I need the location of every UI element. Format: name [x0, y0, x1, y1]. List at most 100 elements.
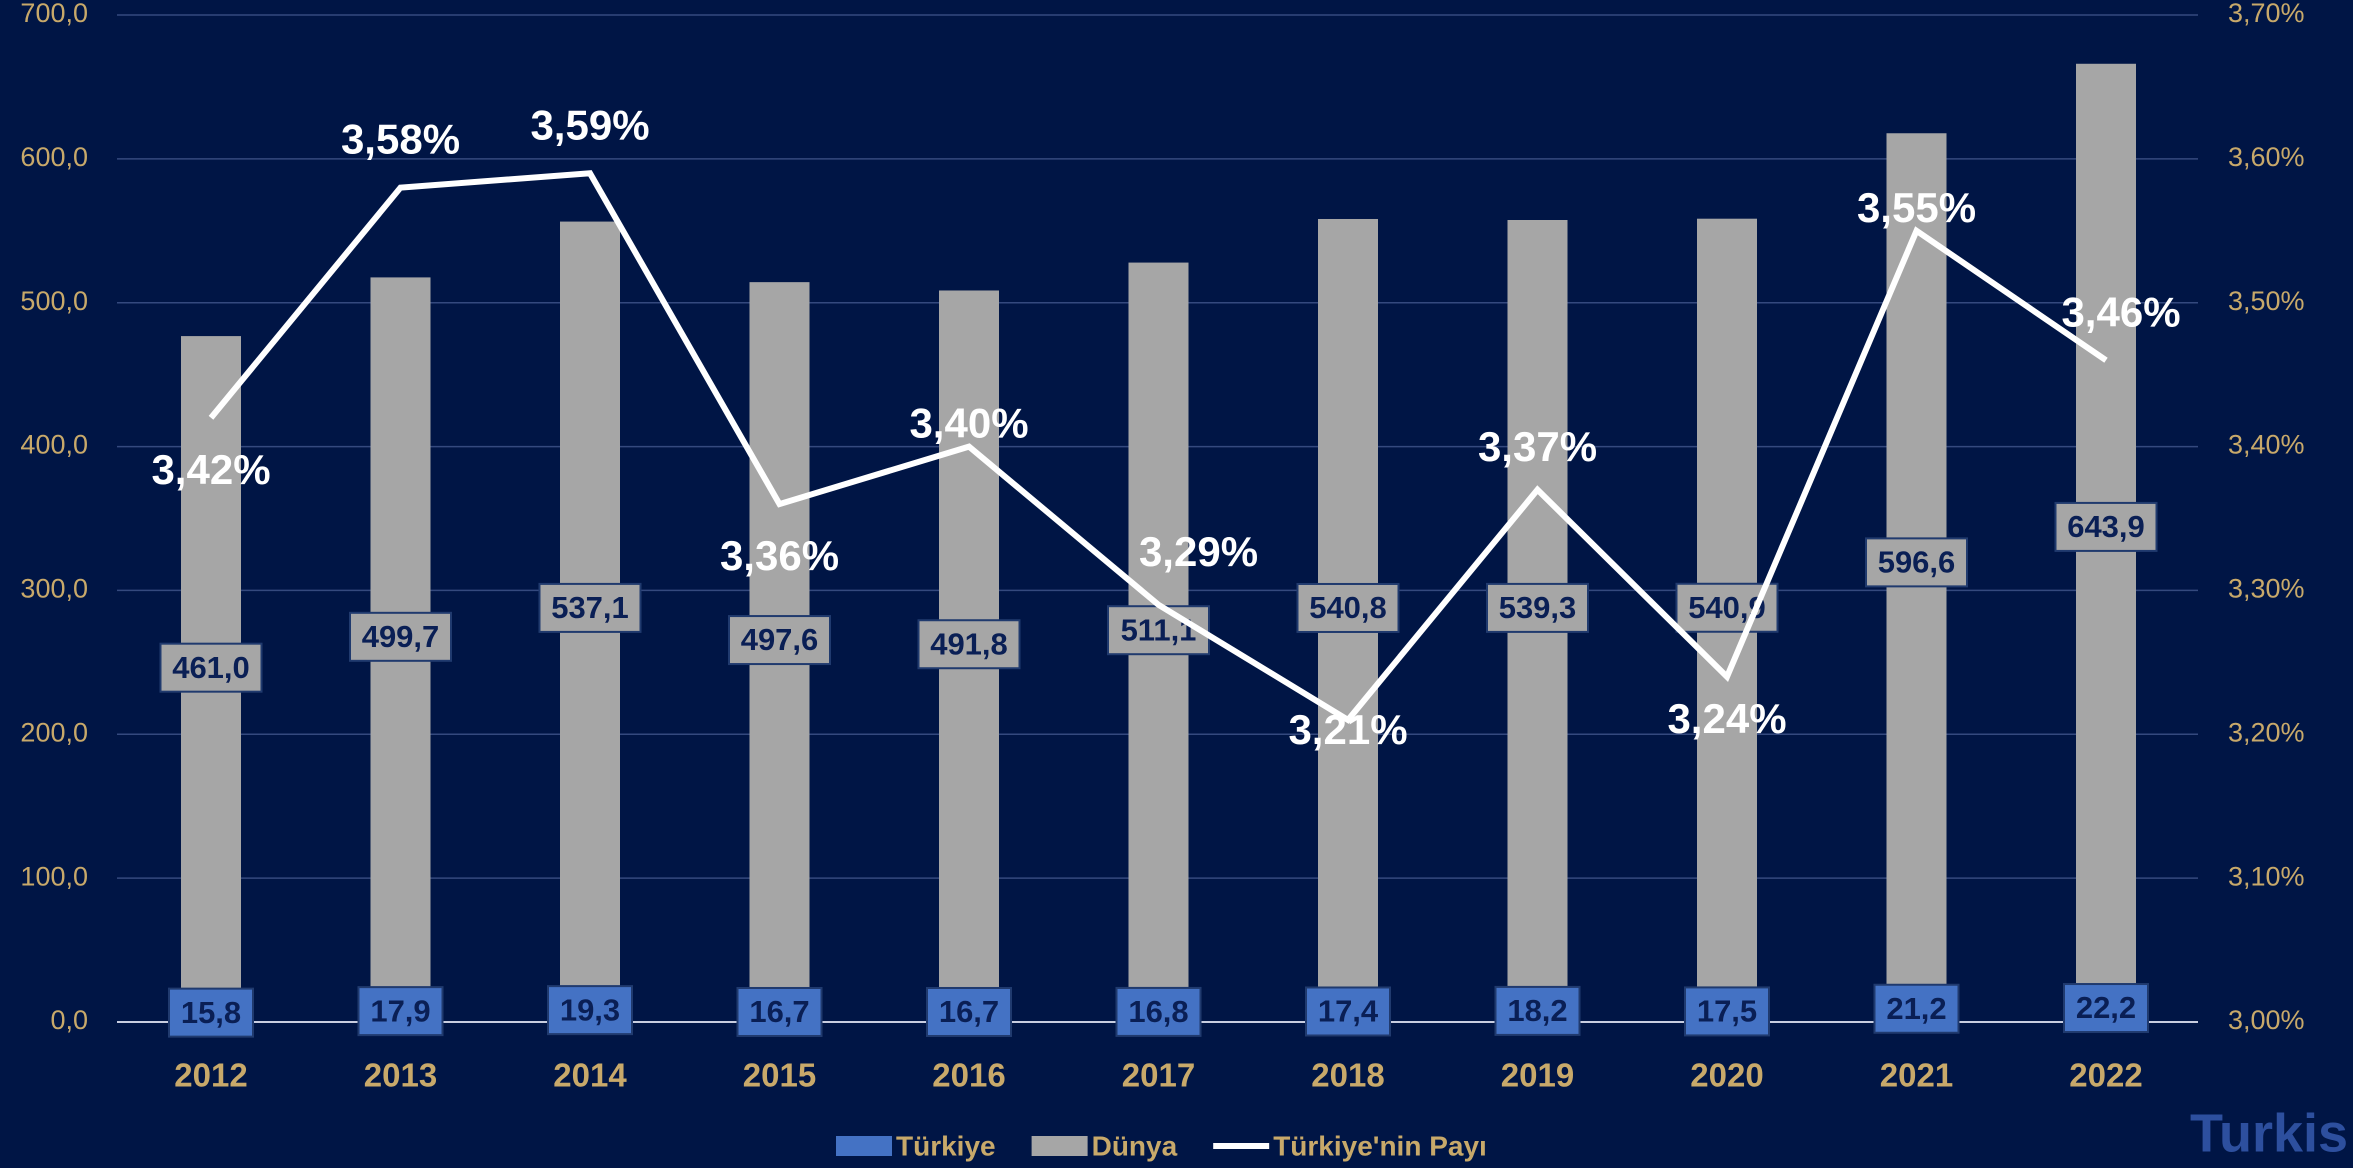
y-tick-label: 300,0 — [20, 574, 88, 604]
x-tick-label: 2018 — [1311, 1057, 1384, 1094]
legend-item: Dünya — [1031, 1130, 1178, 1161]
y2-tick-label: 3,70% — [2228, 0, 2305, 28]
y-tick-label: 200,0 — [20, 717, 88, 747]
data-label: 16,8 — [1115, 986, 1202, 1037]
y-tick-label: 600,0 — [20, 142, 88, 172]
data-label: 491,8 — [917, 619, 1021, 670]
line-label: 3,37% — [1478, 423, 1597, 470]
data-label: 16,7 — [926, 986, 1012, 1037]
data-label-box — [736, 986, 823, 1037]
legend-label: Türkiye — [896, 1130, 996, 1161]
line-label: 3,21% — [1288, 706, 1407, 753]
line-label: 3,55% — [1857, 184, 1976, 231]
data-label-box — [159, 642, 263, 693]
data-label: 16,7 — [736, 986, 823, 1037]
legend-swatch — [1031, 1136, 1088, 1156]
x-tick-label: 2020 — [1690, 1057, 1763, 1094]
data-label-text: 17,9 — [370, 993, 430, 1028]
y2-tick-label: 3,30% — [2228, 574, 2305, 604]
data-label: 461,0 — [159, 642, 263, 693]
y-tick-label: 400,0 — [20, 430, 88, 460]
data-label: 539,3 — [1486, 582, 1589, 633]
data-label: 596,6 — [1865, 537, 1968, 588]
data-label: 15,8 — [168, 987, 254, 1038]
data-label-box — [1107, 605, 1210, 656]
x-tick-label: 2012 — [174, 1057, 247, 1094]
y2-tick-label: 3,40% — [2228, 430, 2305, 460]
x-tick-label: 2021 — [1880, 1057, 1953, 1094]
line-label: 3,29% — [1139, 528, 1258, 575]
data-label-box — [2063, 983, 2149, 1034]
line — [208, 170, 2108, 724]
data-label: 22,2 — [2063, 983, 2149, 1034]
data-label-text: 17,5 — [1697, 994, 1757, 1029]
data-label-text: 491,8 — [930, 626, 1008, 661]
data-label: 537,1 — [538, 582, 642, 633]
data-label-text: 15,8 — [181, 995, 241, 1030]
line-label: 3,24% — [1667, 695, 1786, 742]
line-label: 3,58% — [341, 116, 460, 163]
data-label-box — [1865, 537, 1968, 588]
data-label-box — [538, 582, 642, 633]
data-label-text: 21,2 — [1886, 991, 1946, 1026]
data-label-box — [926, 986, 1012, 1037]
legend-swatch — [836, 1136, 892, 1156]
y-tick-label: 100,0 — [20, 861, 88, 891]
line-label: 3,40% — [909, 400, 1028, 447]
data-label: 17,5 — [1684, 986, 1770, 1037]
data-label-box — [1305, 986, 1391, 1037]
data-label-box — [1684, 986, 1770, 1037]
y2-tick-label: 3,00% — [2228, 1005, 2305, 1035]
data-label: 21,2 — [1873, 983, 1960, 1034]
data-label: 17,9 — [357, 986, 444, 1037]
x-tick-label: 2015 — [743, 1057, 816, 1094]
data-label-text: 540,8 — [1309, 590, 1387, 625]
brand: Turkis — [2190, 1103, 2348, 1163]
legend-label: Dünya — [1092, 1130, 1178, 1161]
data-label-box — [1873, 983, 1960, 1034]
data-label-text: 537,1 — [551, 590, 629, 625]
data-label: 17,4 — [1305, 986, 1391, 1037]
x-tick-label: 2017 — [1122, 1057, 1195, 1094]
line-label: 3,59% — [530, 101, 649, 148]
y-tick-label: 700,0 — [20, 0, 88, 28]
line-label: 3,36% — [720, 532, 839, 579]
data-label-box — [1115, 986, 1202, 1037]
y-tick-label: 0,0 — [50, 1005, 88, 1035]
data-label-text: 499,7 — [362, 619, 440, 654]
legend-item: Türkiye — [836, 1130, 996, 1161]
x-tick-label: 2016 — [932, 1057, 1005, 1094]
data-label-text: 497,6 — [741, 622, 819, 657]
data-label-text: 19,3 — [560, 992, 620, 1027]
x-tick-label: 2019 — [1501, 1057, 1574, 1094]
data-label-box — [1296, 582, 1400, 633]
data-label-text: 16,7 — [749, 994, 809, 1029]
legend-label: Türkiye'nin Payı — [1273, 1130, 1487, 1161]
x-tick-label: 2014 — [553, 1057, 627, 1094]
data-label-text: 17,4 — [1318, 994, 1379, 1029]
data-label-box — [917, 619, 1021, 670]
data-label-text: 22,2 — [2076, 990, 2136, 1025]
data-label: 18,2 — [1494, 985, 1581, 1036]
x-tick-label: 2022 — [2069, 1057, 2142, 1094]
data-label-box — [2054, 501, 2158, 552]
data-label-box — [349, 611, 452, 662]
data-label-box — [728, 615, 831, 666]
data-label: 499,7 — [349, 611, 452, 662]
data-label-text: 643,9 — [2067, 509, 2145, 544]
data-label-text: 461,0 — [172, 650, 250, 685]
y2-tick-label: 3,10% — [2228, 861, 2305, 891]
data-label-box — [1486, 582, 1589, 633]
data-label-box — [1494, 985, 1581, 1036]
data-label: 497,6 — [728, 615, 831, 666]
data-label-text: 596,6 — [1878, 545, 1956, 580]
y2-tick-label: 3,60% — [2228, 142, 2305, 172]
data-label-box — [168, 987, 254, 1038]
data-label-text: 16,7 — [939, 994, 999, 1029]
data-label: 540,8 — [1296, 582, 1400, 633]
y2-tick-label: 3,50% — [2228, 286, 2305, 316]
data-label-text: 18,2 — [1507, 993, 1567, 1028]
line-label: 3,46% — [2061, 288, 2180, 335]
data-label: 511,1 — [1107, 605, 1210, 656]
